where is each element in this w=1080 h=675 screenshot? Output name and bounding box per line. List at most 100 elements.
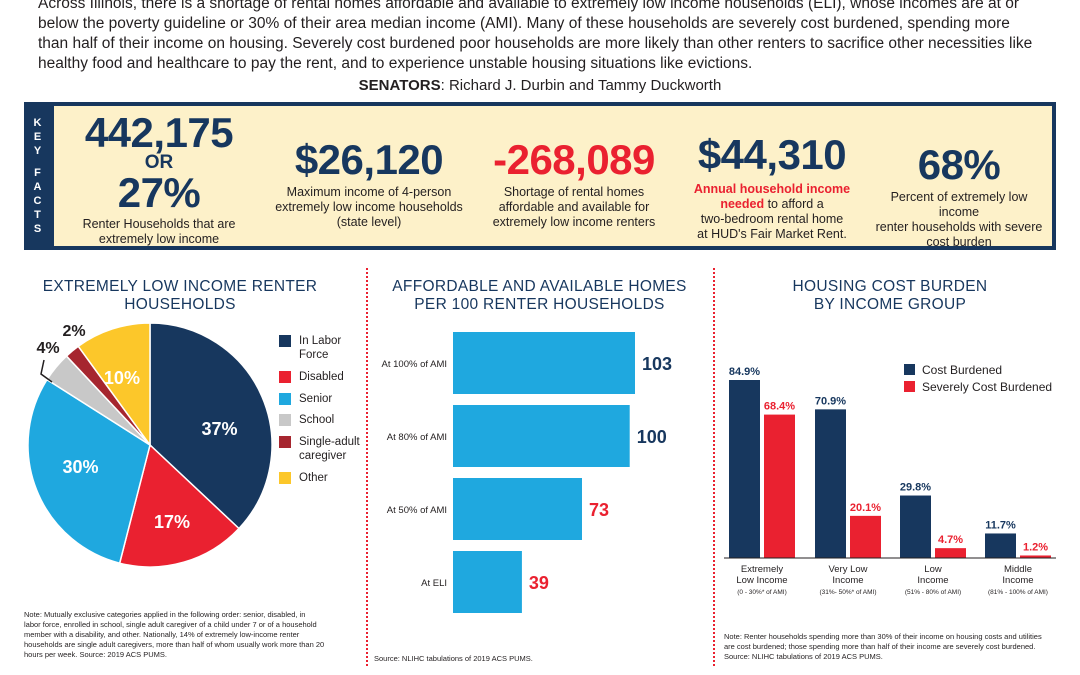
panel-divider	[366, 268, 368, 666]
desc-line: cost burden	[926, 235, 992, 249]
key-facts-banner: K E Y F A C T S 442,175 OR 27% Renter Ho…	[24, 102, 1056, 250]
fact-or: OR	[144, 152, 174, 173]
legend-label: Cost Burdened	[922, 363, 1002, 377]
bar	[1020, 555, 1051, 558]
x-tick-sublabel: (0 - 30%* of AMI)	[737, 589, 787, 596]
bar	[764, 414, 795, 558]
fact-description: Maximum income of 4-person extremely low…	[269, 185, 469, 230]
intro-paragraph: Across Illinois, there is a shortage of …	[38, 0, 1058, 74]
pie-slice-label: 17%	[154, 512, 190, 532]
desc-line: (state level)	[336, 215, 402, 229]
senators-line: SENATORS: Richard J. Durbin and Tammy Du…	[0, 77, 1080, 94]
pie-chart: 37% 17% 30% 10% 4%2%	[27, 322, 273, 568]
desc-line: Percent of extremely low income	[890, 190, 1028, 219]
tab-letter: A	[33, 181, 42, 193]
panel-divider	[713, 268, 715, 666]
intro-line: below the poverty guideline or 30% of th…	[38, 15, 1010, 32]
bar	[729, 380, 760, 558]
bar-value-label: 70.9%	[815, 395, 846, 407]
intro-line: than half of their income on housing. Se…	[38, 35, 1033, 52]
fact-value-percent: 27%	[117, 169, 201, 216]
legend-swatch	[279, 393, 291, 405]
fact-severe-burden: 68% Percent of extremely low income rent…	[869, 144, 1049, 250]
legend-swatch	[904, 381, 915, 392]
fact-value: 442,175	[84, 109, 234, 156]
bar-value-label: 103	[642, 354, 672, 374]
note-line: Source: NLIHC tabulations of 2019 ACS PU…	[724, 652, 883, 661]
cost-burden-note: Note: Renter households spending more th…	[724, 632, 1064, 662]
fact-value: $44,310	[697, 131, 847, 178]
legend-item: Disabled	[279, 370, 344, 384]
note-line: hours per week. Source: 2019 ACS PUMS.	[24, 650, 167, 659]
title-line: AFFORDABLE AND AVAILABLE HOMES	[392, 278, 687, 295]
desc-line: at HUD's Fair Market Rent.	[697, 227, 847, 241]
legend-label: Disabled	[299, 371, 344, 383]
tab-letter: E	[33, 131, 42, 143]
desc-line: extremely low income	[98, 232, 220, 246]
legend-label: Single-adult caregiver	[299, 436, 360, 462]
bar-value-label: 4.7%	[938, 534, 963, 546]
bar-value-label: 29.8%	[900, 482, 931, 494]
bar-category-label: At 50% of AMI	[387, 505, 447, 516]
note-line: member with a disability, and other. Nat…	[24, 630, 300, 639]
bar	[985, 533, 1016, 558]
fact-income-needed: $44,310 Annual household income needed t…	[682, 134, 862, 242]
fact-description: Annual household income needed to afford…	[682, 182, 862, 242]
x-tick-sublabel: (31%- 50%* of AMI)	[819, 589, 876, 596]
pie-note: Note: Mutually exclusive categories appl…	[24, 610, 359, 660]
fact-value: $26,120	[294, 136, 444, 183]
tab-letter: C	[33, 195, 42, 207]
desc-line: renter households with severe	[875, 220, 1043, 234]
fact-value: -268,089	[493, 136, 655, 183]
x-tick-label: Low Income	[736, 575, 787, 586]
legend-item: Other	[279, 471, 328, 485]
legend-item: Senior	[279, 392, 332, 406]
note-line: Note: Renter households spending more th…	[724, 632, 1042, 641]
legend-label: Other	[299, 472, 328, 484]
x-tick-sublabel: (51% - 80% of AMI)	[905, 589, 961, 596]
title-line: PER 100 RENTER HOUSEHOLDS	[414, 296, 665, 313]
key-facts-panel: 442,175 OR 27% Renter Households that ar…	[54, 106, 1052, 249]
title-line: BY INCOME GROUP	[813, 296, 967, 313]
bar-value-label: 84.9%	[729, 366, 760, 378]
cost-burden-chart: Cost Burdened Severely Cost Burdened 84.9%…	[724, 363, 1056, 596]
legend-item: School	[279, 413, 334, 427]
desc-line: two-bedroom rental home	[700, 212, 844, 226]
desc-highlight: needed	[720, 197, 765, 211]
tab-letter: K	[33, 117, 42, 129]
x-tick-label: Very Low	[828, 564, 867, 575]
legend-label: Severely Cost Burdened	[922, 380, 1052, 394]
bar-category-label: At 80% of AMI	[387, 432, 447, 443]
desc-line: affordable and available for	[498, 200, 650, 214]
bar-value-label: 68.4%	[764, 401, 795, 413]
x-tick-label: Extremely	[741, 564, 783, 575]
desc-text: to afford a	[764, 197, 824, 211]
tab-letter: Y	[33, 145, 42, 157]
desc-line: Shortage of rental homes	[503, 185, 645, 199]
key-facts-tab: K E Y F A C T S	[24, 102, 51, 250]
bar-category-label: At ELI	[421, 578, 447, 589]
title-line: EXTREMELY LOW INCOME RENTER	[42, 278, 318, 295]
bar	[453, 551, 522, 613]
pie-slice-label: 4%	[36, 340, 59, 357]
bar	[453, 478, 582, 540]
fact-eli-households: 442,175 OR 27% Renter Households that ar…	[64, 112, 254, 247]
bar	[935, 548, 966, 558]
desc-line: extremely low income households	[275, 200, 463, 214]
note-line: households are single adult caregivers, …	[24, 640, 325, 649]
bar-category-label: At 100% of AMI	[382, 359, 447, 370]
tab-letter: S	[33, 223, 42, 235]
senators-label: SENATORS	[358, 77, 441, 94]
pie-slice-label: 37%	[202, 419, 238, 439]
pie-leader-line	[40, 359, 53, 383]
desc-line: Maximum income of 4-person	[286, 185, 452, 199]
title-line: HOUSING COST BURDEN	[792, 278, 988, 295]
bar	[453, 405, 630, 467]
affordable-homes-source: Source: NLIHC tabulations of 2019 ACS PU…	[374, 654, 533, 663]
desc-line: Renter Households that are	[82, 217, 236, 231]
legend-label: School	[299, 414, 335, 426]
affordable-homes-chart: At 100% of AMI 103 At 80% of AMI 100 At 50% …	[382, 332, 672, 613]
pie-slice-label: 10%	[104, 368, 140, 388]
desc-line-highlight: Annual household income	[693, 182, 851, 196]
bar	[900, 495, 931, 558]
